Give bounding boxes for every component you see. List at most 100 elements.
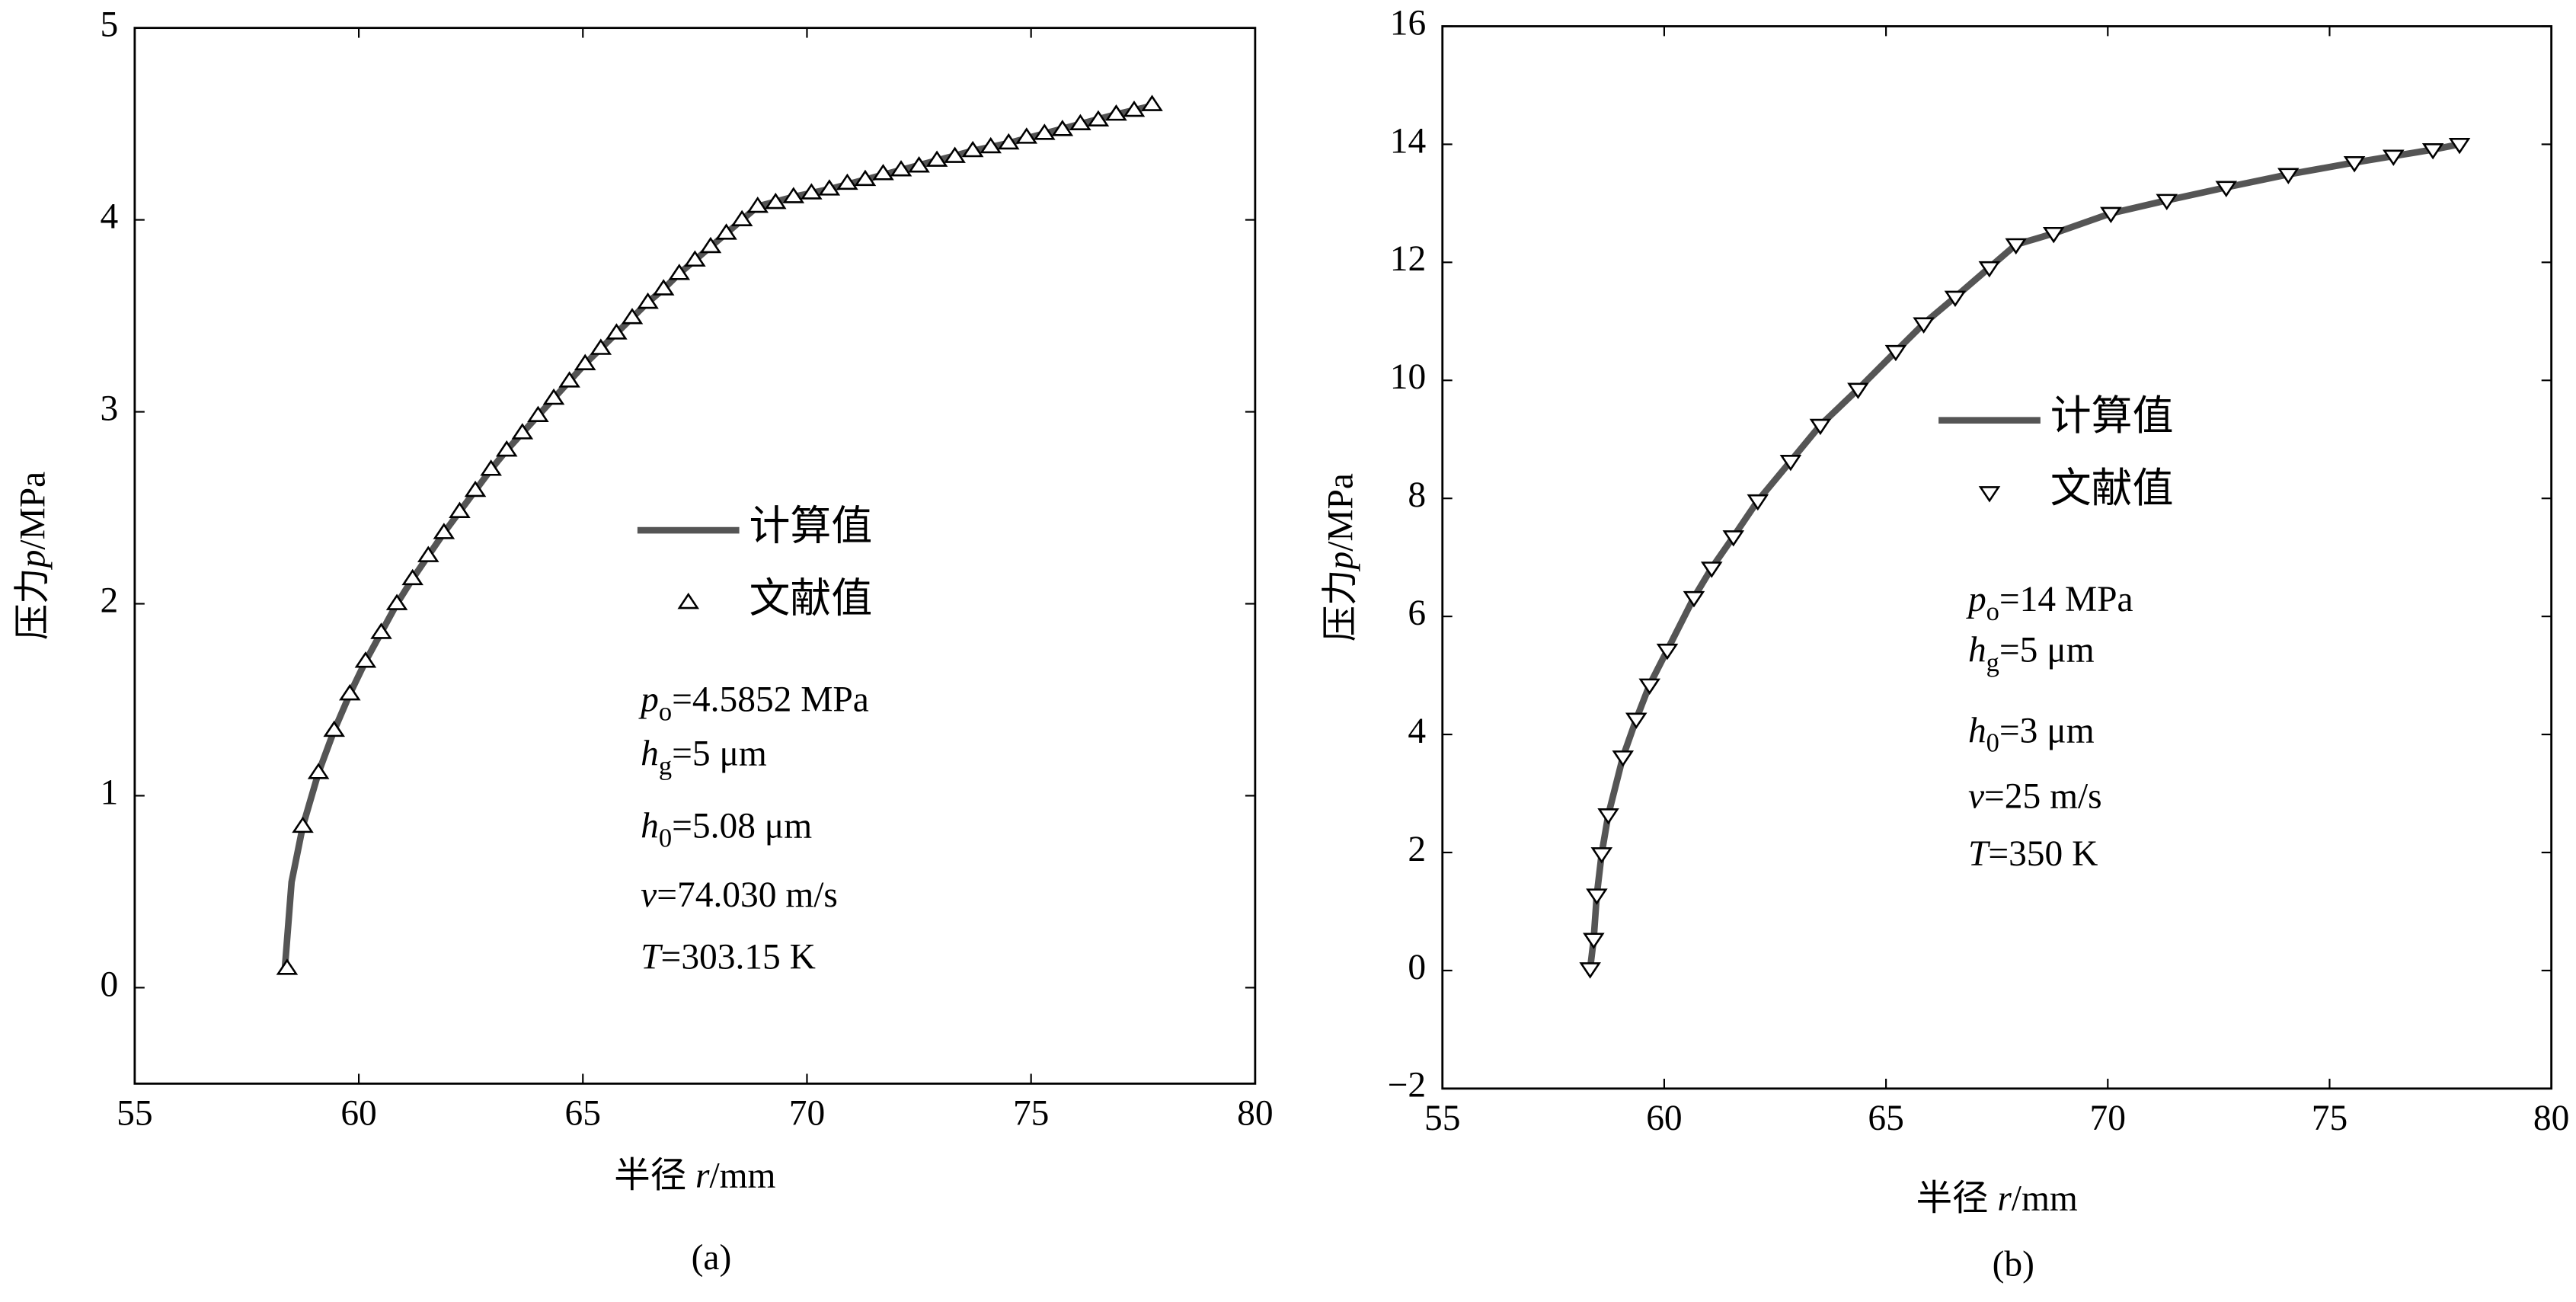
y-tick-label: 0 [101, 965, 119, 1004]
annotation-text: =14 MPa [1999, 580, 2133, 619]
x-tick-label: 55 [117, 1093, 152, 1133]
data-marker [401, 568, 423, 586]
y-tick-label: 16 [1390, 3, 1426, 43]
data-marker [2277, 168, 2300, 184]
data-marker [1583, 933, 1605, 949]
x-axis-label-part: r [695, 1156, 710, 1195]
annotation-symbol: v [641, 875, 657, 915]
y-axis-label-part: p [1321, 552, 1360, 572]
x-tick-label: 60 [1646, 1099, 1682, 1138]
y-tick-label: 4 [1408, 712, 1426, 751]
x-axis-label: 半径 r/mm [1916, 1179, 2078, 1218]
data-marker [699, 236, 722, 254]
y-tick-label: 12 [1390, 239, 1426, 279]
data-marker [997, 133, 1020, 150]
data-marker [2383, 149, 2405, 166]
y-axis-label-part: /MPa [1321, 473, 1360, 552]
annotation-text: =303.15 K [661, 938, 816, 977]
data-marker [684, 250, 706, 267]
annotation: v=25 m/s [1968, 776, 2102, 816]
data-marker [449, 501, 471, 518]
data-marker [1722, 530, 1745, 547]
x-tick-label: 60 [340, 1093, 376, 1133]
y-axis-label-part: /MPa [13, 472, 53, 550]
x-axis-label-part: r [1997, 1179, 2012, 1218]
annotation: h0=5.08 μm [641, 806, 812, 853]
annotation: hg=5 μm [641, 734, 767, 780]
data-marker [872, 164, 894, 181]
annotation-subscript: g [1986, 648, 1999, 677]
legend-swatch [677, 592, 700, 609]
data-marker [1590, 847, 1613, 864]
x-axis-label: 半径 r/mm [614, 1156, 775, 1195]
data-marker [1700, 561, 1723, 578]
annotation: h0=3 μm [1968, 711, 2095, 757]
data-marker [590, 338, 612, 355]
data-marker [908, 156, 930, 173]
data-marker [1087, 110, 1110, 126]
x-tick-label: 70 [2090, 1099, 2126, 1138]
data-marker [276, 958, 299, 975]
data-marker [495, 440, 518, 457]
data-marker [944, 146, 966, 163]
x-tick-label: 75 [2312, 1099, 2347, 1138]
x-tick-label: 55 [1424, 1099, 1460, 1138]
data-marker [1625, 712, 1648, 729]
data-marker [1123, 100, 1146, 117]
legend-label: 计算值 [2050, 393, 2174, 439]
data-marker [370, 622, 392, 639]
y-axis-label-part: p [13, 550, 53, 571]
y-tick-label: 3 [101, 389, 119, 428]
data-marker [1034, 123, 1056, 140]
data-marker [1913, 317, 1935, 334]
data-marker [542, 388, 565, 405]
data-marker [764, 192, 787, 210]
annotation: hg=5 μm [1968, 631, 2095, 677]
annotation-text: =3 μm [1999, 711, 2095, 750]
data-marker [854, 169, 877, 187]
y-tick-label: 6 [1408, 593, 1426, 633]
data-marker [1779, 454, 1802, 472]
x-tick-label: 80 [1237, 1093, 1273, 1133]
data-marker [417, 545, 439, 562]
data-marker [782, 187, 805, 203]
data-marker [339, 683, 361, 701]
x-axis-label-part: /mm [709, 1156, 775, 1195]
data-marker [1051, 120, 1074, 136]
legend-label: 文献值 [749, 575, 873, 621]
y-tick-label: 0 [1408, 948, 1426, 987]
data-marker [606, 323, 628, 340]
data-marker [637, 292, 659, 309]
data-marker [652, 279, 675, 296]
data-marker [1612, 750, 1635, 767]
y-tick-label: 4 [101, 197, 119, 236]
annotation: po=14 MPa [1966, 580, 2133, 626]
data-marker [2156, 194, 2178, 210]
annotation-symbol: p [638, 680, 659, 719]
data-marker [1656, 643, 1679, 661]
annotation: v=74.030 m/s [641, 875, 838, 915]
data-marker [715, 223, 737, 240]
annotation-text: =5 μm [1999, 631, 2095, 670]
data-marker [558, 371, 580, 388]
y-axis-label-part: 压力 [13, 568, 53, 640]
x-tick-label: 65 [565, 1093, 601, 1133]
data-marker [730, 210, 753, 226]
x-tick-label: 75 [1013, 1093, 1049, 1133]
data-marker [323, 720, 345, 737]
annotation-symbol: T [641, 938, 663, 977]
y-tick-label: 1 [101, 773, 119, 812]
data-marker [1747, 494, 1769, 511]
annotation: T=303.15 K [641, 938, 816, 977]
data-marker [1944, 290, 1967, 308]
annotation-subscript: 0 [1986, 728, 1999, 757]
data-marker [1069, 114, 1091, 131]
data-marker [511, 423, 534, 440]
data-marker [1141, 94, 1163, 111]
annotation-text: =4.5852 MPa [672, 680, 869, 719]
data-marker [1978, 261, 2001, 278]
x-tick-label: 65 [1868, 1099, 1903, 1138]
data-marker [980, 136, 1002, 154]
